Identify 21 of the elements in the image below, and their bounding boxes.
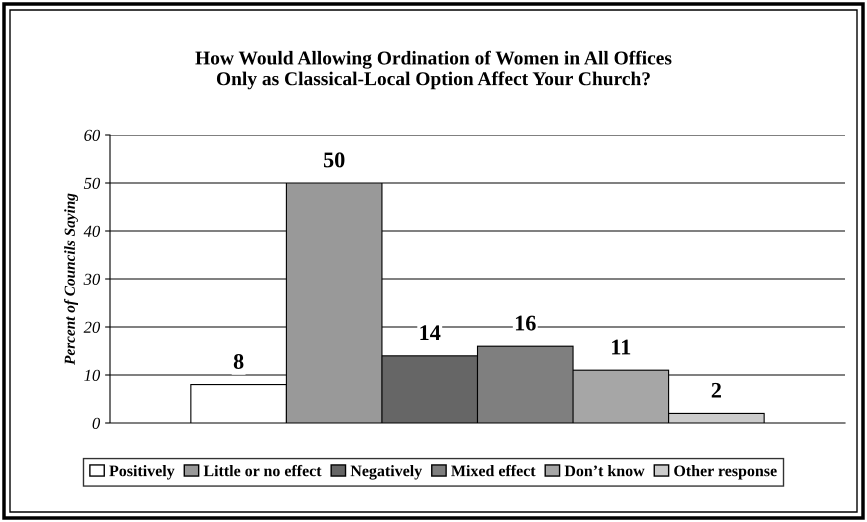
- y-tick-label: 60: [84, 130, 100, 141]
- data-label: 8: [234, 354, 244, 369]
- y-tick-label: 30: [84, 274, 100, 285]
- legend-label: Positively: [109, 465, 175, 480]
- legend-label: Other response: [674, 465, 777, 480]
- y-tick-label: 20: [84, 322, 100, 333]
- chart-title: How Would Allowing Ordination of Women in All Offices Only as Classical-Local Option Affect Your Church?: [195, 50, 672, 90]
- y-axis-title: Percent of Councils Saying: [64, 193, 78, 365]
- data-label: 16: [516, 316, 536, 331]
- legend-label: Little or no effect: [204, 464, 322, 476]
- y-tick-label: 40: [84, 226, 100, 237]
- y-tick-label: 50: [84, 178, 100, 189]
- y-tick-label: 0: [92, 418, 100, 429]
- legend-label: Mixed effect: [451, 464, 536, 476]
- data-label: 11: [612, 340, 630, 354]
- legend-label: Don’t know: [564, 465, 645, 476]
- data-label: 50: [324, 152, 344, 168]
- legend-label: Negatively: [350, 465, 422, 480]
- data-label: 14: [420, 325, 440, 340]
- data-label: 2: [712, 382, 721, 398]
- y-tick-label: 10: [84, 370, 100, 381]
